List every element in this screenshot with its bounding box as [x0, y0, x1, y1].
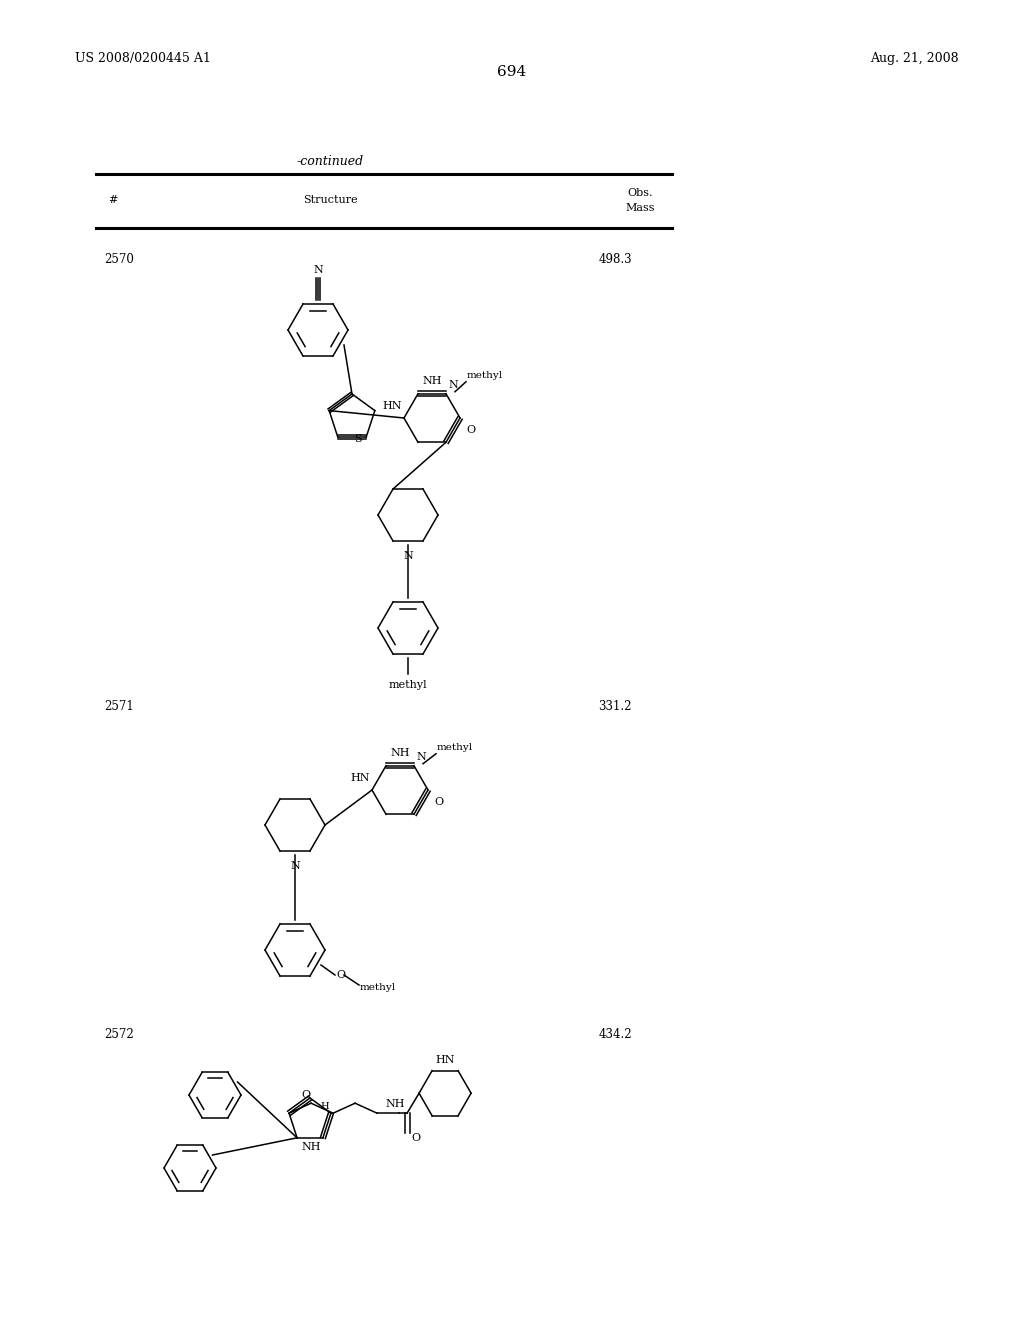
- Text: US 2008/0200445 A1: US 2008/0200445 A1: [75, 51, 211, 65]
- Text: Aug. 21, 2008: Aug. 21, 2008: [870, 51, 958, 65]
- Text: NH: NH: [301, 1142, 321, 1152]
- Text: methyl: methyl: [437, 743, 473, 752]
- Text: HN: HN: [383, 401, 402, 411]
- Text: Structure: Structure: [303, 195, 357, 205]
- Text: #: #: [108, 195, 118, 205]
- Text: N: N: [290, 861, 300, 871]
- Text: O: O: [466, 425, 475, 436]
- Text: H: H: [321, 1102, 329, 1111]
- Text: NH: NH: [390, 747, 410, 758]
- Text: N: N: [449, 380, 458, 389]
- Text: methyl: methyl: [360, 982, 396, 991]
- Text: methyl: methyl: [467, 371, 503, 380]
- Text: NH: NH: [422, 376, 441, 385]
- Text: 2570: 2570: [104, 253, 134, 267]
- Text: 434.2: 434.2: [598, 1028, 632, 1041]
- Text: HN: HN: [350, 774, 370, 783]
- Text: 331.2: 331.2: [598, 700, 632, 713]
- Text: O: O: [411, 1133, 420, 1143]
- Text: -continued: -continued: [296, 154, 364, 168]
- Text: NH: NH: [385, 1100, 404, 1109]
- Text: 694: 694: [498, 65, 526, 79]
- Text: N: N: [403, 550, 413, 561]
- Text: methyl: methyl: [389, 680, 427, 690]
- Text: O: O: [301, 1089, 310, 1100]
- Text: N: N: [313, 265, 323, 275]
- Text: O: O: [336, 970, 345, 979]
- Text: Mass: Mass: [626, 203, 654, 213]
- Text: S: S: [354, 434, 362, 445]
- Text: N: N: [416, 752, 426, 762]
- Text: HN: HN: [435, 1055, 455, 1065]
- Text: 2572: 2572: [104, 1028, 134, 1041]
- Text: 2571: 2571: [104, 700, 134, 713]
- Text: O: O: [434, 797, 443, 807]
- Text: Obs.: Obs.: [628, 187, 652, 198]
- Text: 498.3: 498.3: [598, 253, 632, 267]
